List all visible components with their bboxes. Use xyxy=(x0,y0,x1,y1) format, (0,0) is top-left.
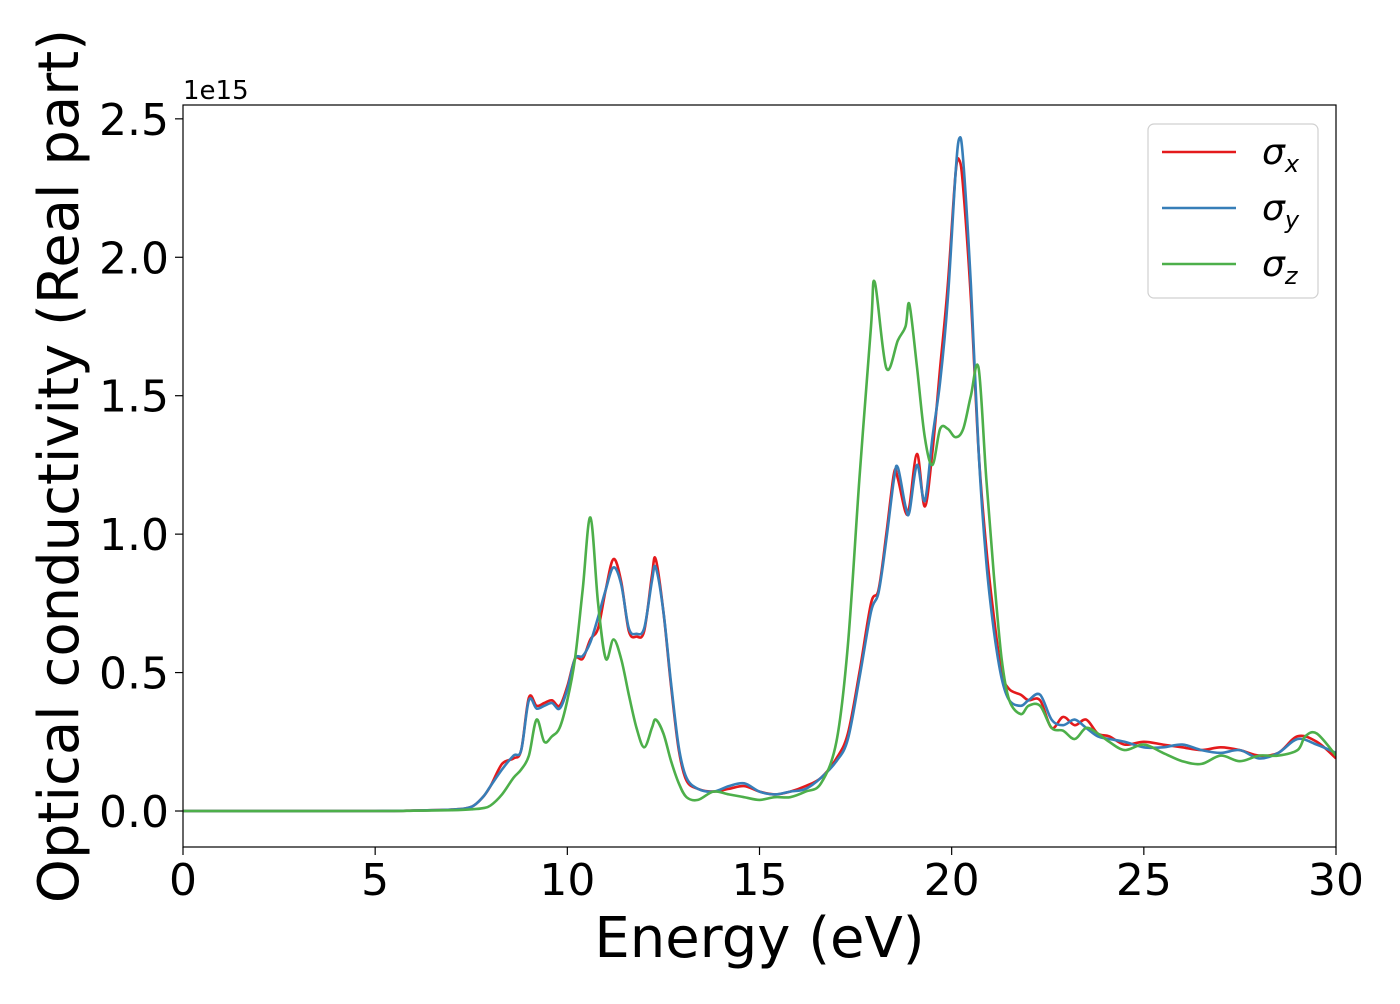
legend-label-subscript: z xyxy=(1284,262,1299,290)
x-tick-label: 15 xyxy=(732,855,788,906)
series-layer xyxy=(183,135,1336,813)
series-line-sigma-z xyxy=(183,279,1336,813)
y-axis-ticks: 0.0 0.5 1.0 1.5 2.0 2.5 xyxy=(99,95,183,838)
x-axis-ticks: 0 5 10 15 20 25 30 xyxy=(169,847,1364,906)
x-tick-label: 25 xyxy=(1116,855,1172,906)
y-tick-label: 1.5 xyxy=(99,372,169,423)
y-tick-label: 2.0 xyxy=(99,233,169,284)
y-axis-label: Optical conductivity (Real part) xyxy=(27,29,92,903)
x-tick-label: 5 xyxy=(361,855,389,906)
x-axis-label: Energy (eV) xyxy=(594,906,924,971)
legend-item-sigma-y: σy xyxy=(1162,188,1300,234)
y-tick-label: 0.5 xyxy=(99,649,169,700)
legend-label-subscript: y xyxy=(1284,206,1300,234)
x-tick-label: 20 xyxy=(924,855,980,906)
y-offset-text: 1e15 xyxy=(183,76,249,106)
y-tick-label: 2.5 xyxy=(99,95,169,146)
y-tick-label: 0.0 xyxy=(99,787,169,838)
legend-label-subscript: x xyxy=(1284,150,1300,178)
x-tick-label: 0 xyxy=(169,855,197,906)
x-tick-label: 10 xyxy=(539,855,595,906)
series-line-sigma-y xyxy=(183,135,1336,813)
x-tick-label: 30 xyxy=(1308,855,1364,906)
legend-box xyxy=(1147,123,1319,299)
y-tick-label: 1.0 xyxy=(99,510,169,561)
